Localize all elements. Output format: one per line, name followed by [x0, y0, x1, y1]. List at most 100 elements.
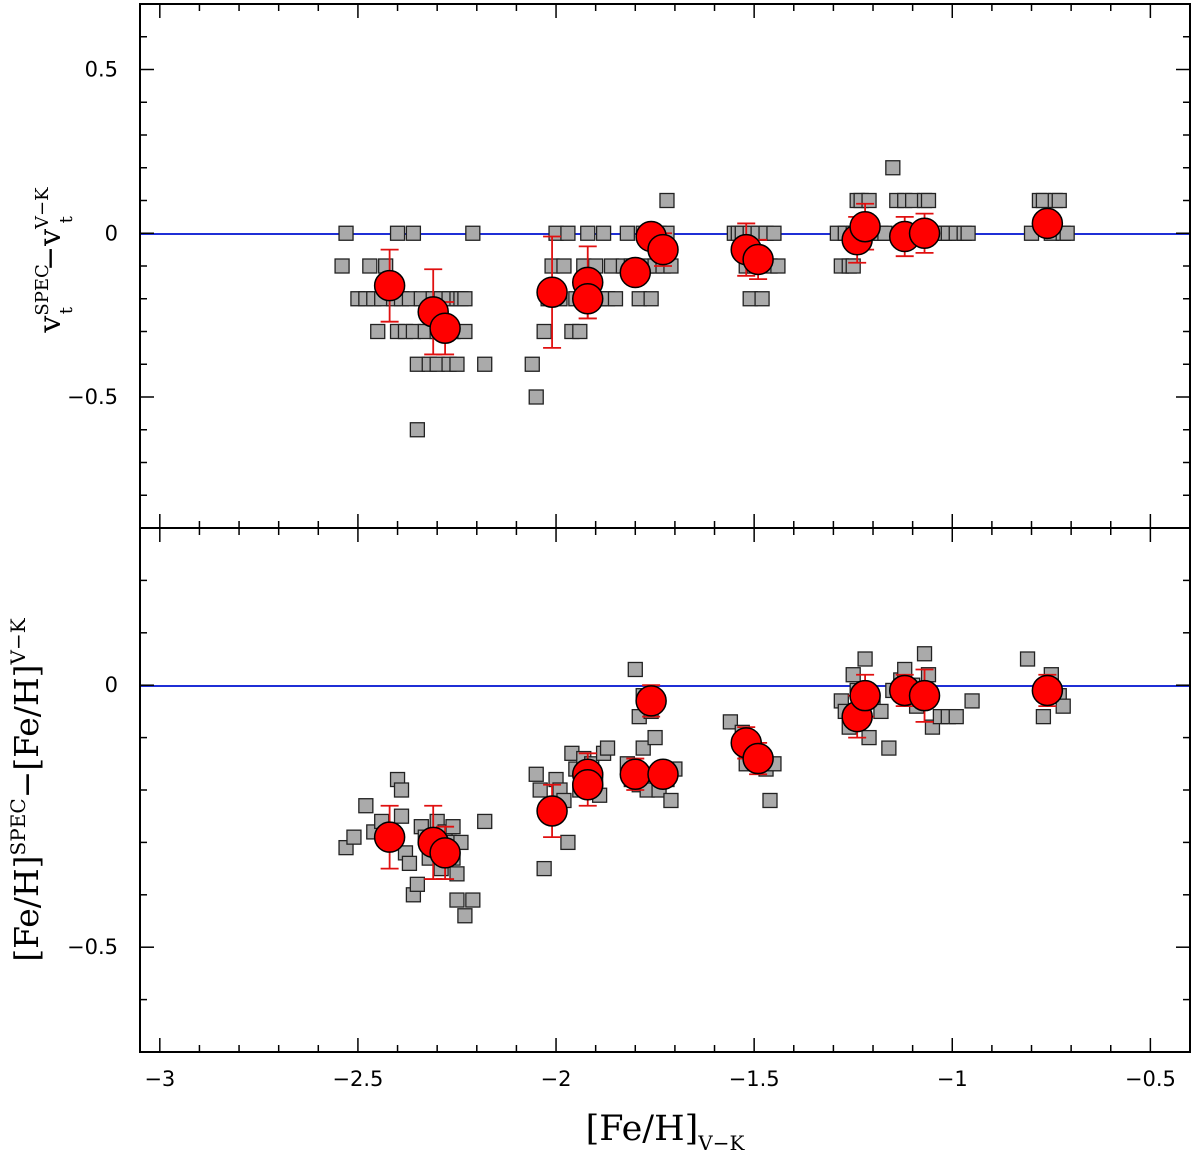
star-point [409, 422, 426, 438]
star-point [334, 258, 350, 274]
star-point [465, 225, 481, 241]
bottom-y-tick-labels: 0 −0.5 [67, 673, 118, 959]
star-point [619, 225, 636, 241]
star-point [532, 782, 548, 798]
star-point [393, 808, 410, 824]
bottom-ylabel-fe2: [Fe/H] [7, 664, 46, 770]
top-ylabel-minus: − [33, 246, 68, 271]
cluster-mean-point [849, 210, 881, 243]
star-point [1035, 708, 1052, 725]
star-point [881, 740, 897, 756]
star-point [861, 192, 877, 209]
star-point [663, 792, 679, 809]
star-point [627, 661, 643, 678]
cluster-mean-point [849, 679, 881, 712]
star-point [754, 291, 770, 307]
star-point [595, 225, 612, 241]
star-point [643, 291, 659, 307]
star-point [370, 323, 386, 340]
cluster-mean-point [908, 679, 941, 712]
cluster-mean-point [619, 256, 652, 289]
cluster-mean-point [742, 243, 774, 276]
star-point [338, 225, 354, 241]
star-point [1059, 225, 1075, 241]
star-point [572, 323, 588, 340]
bottom-ylabel-sup1: SPEC [6, 798, 30, 855]
star-point [948, 708, 964, 725]
bottom-y-axis-title: [Fe/H]SPEC−[Fe/H]V−K [6, 617, 46, 961]
bottom-ylabel-sup2: V−K [6, 617, 30, 665]
bottom-frame [139, 527, 1191, 1053]
top-ylabel-sub2: t [56, 215, 77, 223]
y-tick-label: 0 [105, 221, 118, 245]
star-point [465, 892, 481, 908]
star-point [457, 908, 473, 924]
cluster-mean-point [571, 769, 604, 801]
star-point [659, 192, 675, 209]
star-point [362, 258, 378, 274]
star-point [964, 693, 980, 709]
xlabel-fe: [Fe/H] [586, 1109, 699, 1149]
cluster-mean-point [1031, 207, 1064, 240]
star-point [389, 225, 406, 241]
star-point [528, 766, 544, 782]
x-axis-title: [Fe/H]V−K [586, 1109, 746, 1154]
star-point [457, 291, 473, 307]
cluster-mean-point [908, 217, 941, 249]
star-point [580, 225, 596, 241]
y-tick-label: −0.5 [67, 935, 118, 959]
x-tick-label: −0.5 [1125, 1067, 1176, 1091]
star-point [920, 192, 937, 209]
star-point [556, 258, 572, 274]
y-tick-label: 0.5 [85, 58, 118, 82]
top-y-axis-title: vSPEC t−vV−K t [32, 187, 77, 334]
bottom-ylabel-minus: − [7, 771, 46, 799]
bottom-ylabel-fe1: [Fe/H] [7, 855, 46, 961]
x-tick-labels: −3 −2.5 −2 −1.5 −1 −0.5 [144, 1067, 1176, 1091]
star-point [635, 740, 651, 756]
star-point [960, 225, 976, 241]
star-point [528, 389, 544, 405]
star-point [1019, 651, 1036, 667]
star-point [560, 225, 576, 241]
bottom-errorbars [380, 668, 1057, 880]
x-tick-label: −2 [541, 1067, 572, 1091]
bottom-stars [338, 646, 1071, 924]
top-ylabel-sub1: t [56, 306, 77, 314]
star-point [873, 703, 889, 720]
cluster-mean-point [429, 837, 461, 869]
star-point [560, 834, 576, 851]
top-y-tick-labels: 0.5 0 −0.5 [67, 58, 118, 410]
top-ylabel-sup1: SPEC [32, 264, 53, 315]
cluster-mean-point [536, 276, 568, 308]
top-cluster-means [373, 207, 1064, 344]
star-point [916, 646, 933, 662]
star-point [845, 258, 861, 274]
top-stars [334, 160, 1075, 438]
y-tick-label: 0 [105, 673, 118, 697]
cluster-mean-point [647, 233, 679, 266]
star-point [346, 829, 362, 845]
xlabel-sub: V−K [697, 1131, 745, 1154]
x-tick-label: −3 [144, 1067, 175, 1091]
x-tick-label: −2.5 [332, 1067, 383, 1091]
cluster-mean-point [619, 758, 652, 791]
star-point [405, 225, 422, 241]
star-point [885, 160, 901, 176]
star-point [536, 860, 552, 877]
star-point [393, 782, 410, 798]
top-ticks [140, 3, 1191, 529]
top-ylabel-v2: v [33, 229, 68, 247]
bottom-cluster-means [373, 674, 1064, 869]
bottom-panel: 0−0.5 −3 −2.5 −2 −1.5 −1 −0.5 [Fe/H]SPEC−[Fe/… [6, 527, 1191, 1154]
star-point [1051, 192, 1067, 209]
cluster-mean-point [536, 795, 568, 827]
star-point [722, 714, 739, 730]
cluster-mean-point [635, 685, 667, 717]
x-tick-label: −1.5 [729, 1067, 780, 1091]
top-ylabel-sup2: V−K [32, 187, 53, 230]
cluster-mean-point [429, 312, 461, 344]
star-point [647, 729, 663, 746]
star-point [766, 225, 782, 241]
